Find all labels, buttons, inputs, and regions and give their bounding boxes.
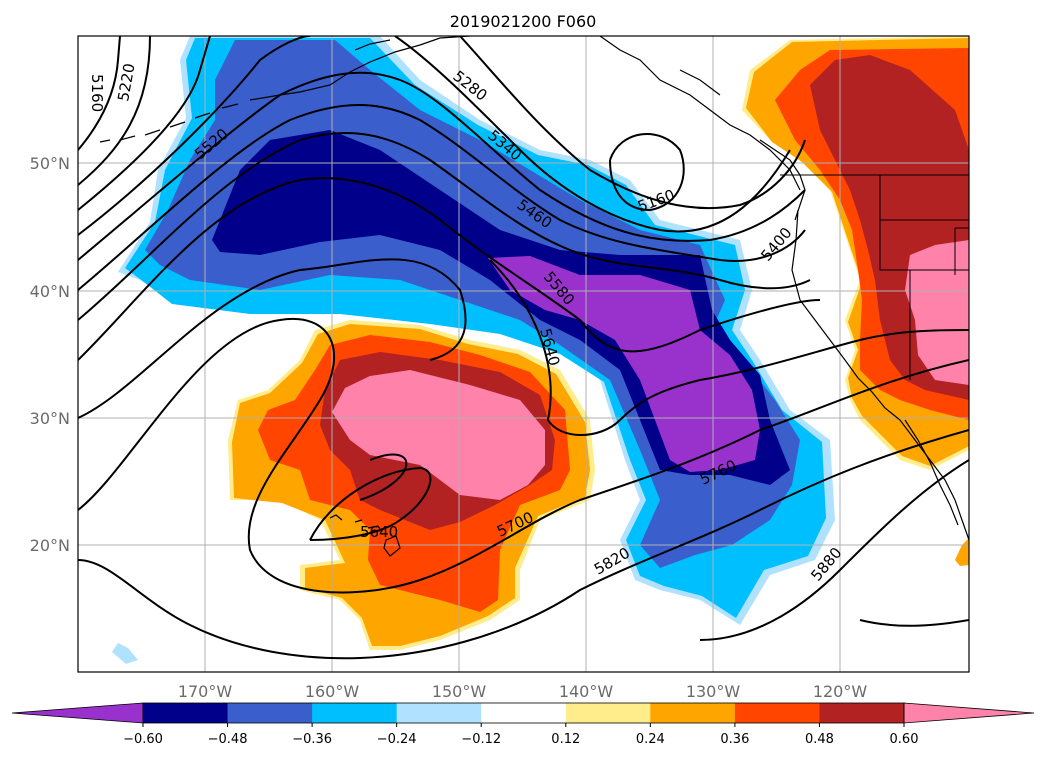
plot-frame <box>77 35 970 673</box>
negative-anomaly-field <box>118 36 835 625</box>
colorbar-swatch <box>819 703 905 723</box>
lat-label: 40°N <box>30 282 70 301</box>
colorbar-tick-label: −0.24 <box>377 732 417 747</box>
anomaly-band-pos-0.60-west <box>905 240 969 385</box>
colorbar-extend-low <box>11 702 144 724</box>
contour-5280 <box>78 36 791 233</box>
colorbar-swatch <box>481 703 567 723</box>
aleutian-islands <box>99 103 239 143</box>
colorbar-swatch <box>312 703 398 723</box>
contour-5880 <box>699 459 969 641</box>
contour-5760 <box>309 453 432 541</box>
lon-label: 160°W <box>305 682 360 701</box>
us-borders <box>780 174 969 380</box>
colorbar-swatch <box>227 703 313 723</box>
colorbar-frame <box>142 702 905 724</box>
lon-label: 140°W <box>559 682 614 701</box>
positive-anomaly-field-pacific <box>228 320 595 650</box>
baja-coast <box>904 419 959 526</box>
lon-label: 150°W <box>432 682 487 701</box>
contour-5640-north <box>78 258 467 419</box>
contour-5580 <box>78 177 821 361</box>
colorbar-swatch <box>565 703 651 723</box>
longitude-labels: 170°W 160°W 150°W 140°W 130°W 120°W <box>178 682 868 701</box>
colorbar-tick-label: 0.60 <box>890 732 919 747</box>
lon-label: 170°W <box>178 682 233 701</box>
positive-anomaly-field-westus <box>112 36 969 664</box>
colorbar-swatch <box>396 703 482 723</box>
hawaii-islands <box>329 514 401 557</box>
west-us-coast <box>791 209 969 541</box>
colorbar: −0.60 −0.48 −0.36 −0.24 −0.12 0.12 0.24 0.36 0.4… <box>11 702 1035 747</box>
colorbar-tick-label: 0.12 <box>551 732 580 747</box>
latitude-labels: 50°N 40°N 30°N 20°N <box>30 154 70 555</box>
contour-label: 5160 <box>88 74 106 112</box>
anomaly-band-pos-0.60 <box>332 370 545 500</box>
contour-5160-low <box>609 133 685 212</box>
lat-label: 50°N <box>30 154 70 173</box>
contour-5460 <box>78 104 806 291</box>
contour-5520 <box>78 131 811 321</box>
colorbar-extend-high <box>903 702 1035 724</box>
contour-5820 <box>78 429 969 660</box>
colorbar-tick-label: 0.48 <box>805 732 834 747</box>
contour-5700 <box>78 317 969 594</box>
colorbar-tick-label: −0.36 <box>292 732 332 747</box>
contour-5400 <box>78 71 806 261</box>
contour-5640-trough <box>489 259 969 436</box>
contour-5160-west <box>78 36 121 151</box>
lon-label: 120°W <box>813 682 868 701</box>
colorbar-tick-label: −0.60 <box>123 732 163 747</box>
colorbar-tick-label: 0.36 <box>720 732 749 747</box>
colorbar-tick-label: −0.12 <box>461 732 501 747</box>
coastlines <box>99 36 969 557</box>
colorbar-swatch <box>143 703 229 723</box>
alaska-coast <box>249 36 801 191</box>
anomaly-band-neg-0.48 <box>212 130 790 485</box>
contour-label: 5640 <box>360 523 398 541</box>
contour-5220 <box>78 36 151 186</box>
lat-label: 20°N <box>30 536 70 555</box>
contour-5340 <box>78 36 806 236</box>
lat-label: 30°N <box>30 409 70 428</box>
colorbar-tick-label: 0.24 <box>636 732 665 747</box>
colorbar-swatch <box>650 703 736 723</box>
lon-label: 130°W <box>686 682 741 701</box>
map-title: 2019021200 F060 <box>450 12 597 31</box>
colorbar-swatch <box>734 703 820 723</box>
anomaly-blob-small-hi <box>112 643 138 664</box>
colorbar-tick-label: −0.48 <box>208 732 248 747</box>
height-contours <box>78 36 969 660</box>
plot-area: 5160 5220 5280 5340 5520 5460 5160 5400 … <box>78 36 969 672</box>
